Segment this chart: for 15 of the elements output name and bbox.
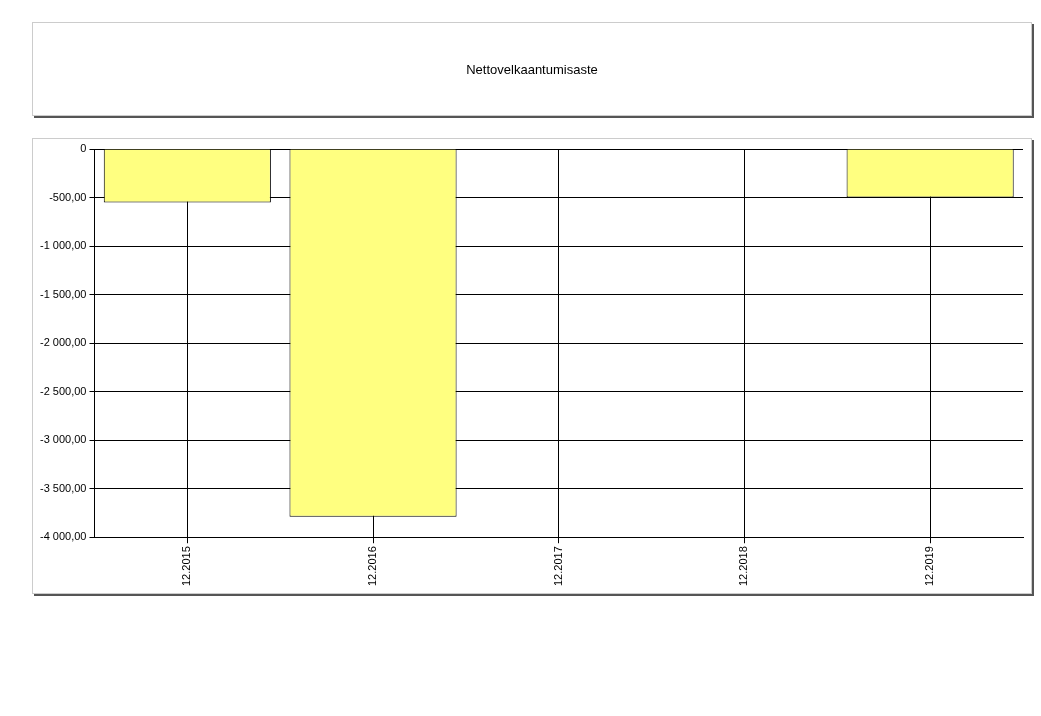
y-tick-label: 0 [80, 142, 87, 155]
y-tick-label: -3 500,00 [40, 481, 87, 494]
x-tick-label: 12.2015 [180, 546, 193, 586]
y-tick-label: -2 000,00 [40, 336, 87, 349]
x-tick-label: 12.2018 [737, 546, 750, 586]
y-tick-label: -1 000,00 [40, 239, 87, 252]
y-tick-label: -2 500,00 [40, 384, 87, 397]
y-tick-label: -1 500,00 [40, 287, 87, 300]
y-tick-label: -4 000,00 [40, 530, 87, 543]
x-tick-label: 12.2019 [923, 546, 936, 586]
chart-title: Nettovelkaantumisaste [466, 61, 598, 77]
y-tick-label: -500,00 [49, 190, 87, 203]
x-tick-label: 12.2016 [366, 546, 379, 586]
x-tick-label: 12.2017 [551, 546, 564, 586]
y-tick-label: -3 000,00 [40, 433, 87, 446]
